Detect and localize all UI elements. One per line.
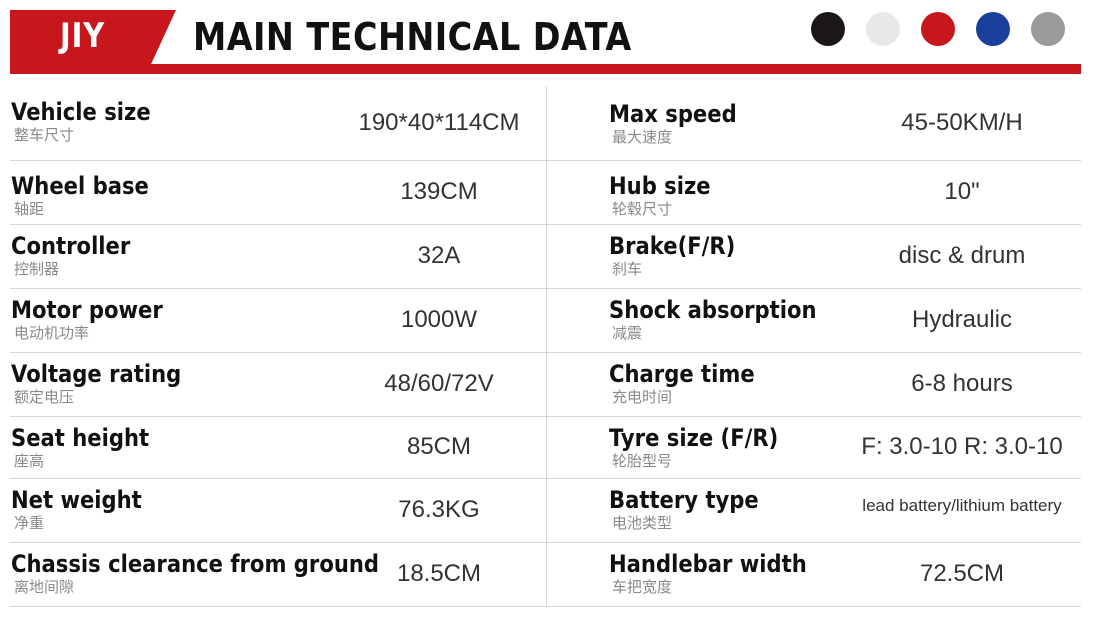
spec-name: Motor power [11,296,163,324]
spec-value: lead battery/lithium battery [862,496,1062,515]
spec-label-left: Net weight 净重 [11,486,160,532]
table-row: Chassis clearance from ground 离地间隙 18.5CM H… [10,542,1081,607]
spec-value: 32A [417,242,461,269]
color-options [811,12,1065,46]
spec-name-chinese: 净重 [14,514,45,532]
spec-name-chinese: 刹车 [612,260,643,278]
color-swatch-red [921,12,955,46]
table-row: Motor power 电动机功率 1000W Shock absorption 减震 H… [10,288,1081,353]
spec-name-chinese: 额定电压 [14,388,75,406]
spec-label-left: Seat height 座高 [11,424,168,470]
spec-name: Tyre size (F/R) [609,424,779,452]
header-divider [10,64,1081,74]
spec-value: 6-8 hours [911,370,1013,397]
spec-value: 18.5CM [396,560,482,587]
spec-name-chinese: 座高 [14,452,45,470]
spec-label-left: Controller 控制器 [11,232,147,278]
spec-label-right: Battery type 电池类型 [609,486,779,532]
spec-label-right: Handlebar width 车把宽度 [609,550,834,596]
color-swatch-black [811,12,845,46]
color-swatch-blue [976,12,1010,46]
spec-name-chinese: 轴距 [14,200,45,218]
spec-name: Battery type [609,486,759,514]
table-row: Seat height 座高 85CM Tyre size (F/R) 轮胎型号 F: 3… [10,416,1081,479]
spec-name: Shock absorption [609,296,817,324]
spec-name-chinese: 电池类型 [612,514,673,532]
table-row: Controller 控制器 32A Brake(F/R) 刹车 disc & drum [10,224,1081,289]
table-row: Vehicle size 整车尺寸 190*40*114CM Max speed 最大速… [10,86,1081,161]
spec-value: 190*40*114CM [358,109,520,136]
page-title: MAIN TECHNICAL DATA [193,15,632,59]
spec-label-left: Vehicle size 整车尺寸 [11,98,170,144]
color-swatch-white [866,12,900,46]
table-row: Voltage rating 额定电压 48/60/72V Charge time 充电… [10,352,1081,417]
spec-label-right: Shock absorption 减震 [609,296,845,342]
spec-label-right: Hub size 轮毂尺寸 [609,172,724,218]
spec-value: Hydraulic [911,306,1013,333]
spec-name: Charge time [609,360,755,388]
spec-name: Vehicle size [11,98,151,126]
spec-value: 85CM [406,433,472,460]
spec-name-chinese: 轮胎型号 [612,452,673,470]
spec-name-chinese: 电动机功率 [14,324,90,342]
table-row: Net weight 净重 76.3KG Battery type 电池类型 lead b… [10,478,1081,543]
spec-name-chinese: 车把宽度 [612,578,673,596]
table-row: Wheel base 轴距 139CM Hub size 轮毂尺寸 10" [10,160,1081,225]
spec-value: 76.3KG [398,496,480,523]
spec-name-chinese: 减震 [612,324,643,342]
spec-name-chinese: 整车尺寸 [14,126,75,144]
spec-label-left: Motor power 电动机功率 [11,296,183,342]
spec-label-left: Wheel base 轴距 [11,172,168,218]
spec-name: Max speed [609,100,737,128]
spec-label-right: Brake(F/R) 刹车 [609,232,753,278]
spec-value: 1000W [400,306,478,333]
spec-name-chinese: 轮毂尺寸 [612,200,673,218]
spec-value: F: 3.0-10 R: 3.0-10 [861,433,1063,460]
spec-name: Brake(F/R) [609,232,736,260]
spec-label-right: Max speed 最大速度 [609,100,754,146]
spec-label-left: Chassis clearance from ground 离地间隙 [11,550,429,596]
spec-name: Hub size [609,172,711,200]
spec-name-chinese: 最大速度 [612,128,673,146]
spec-name: Controller [11,232,131,260]
spec-value: 45-50KM/H [901,109,1023,136]
spec-name: Wheel base [11,172,149,200]
spec-name: Chassis clearance from ground [11,550,380,578]
spec-name-chinese: 控制器 [14,260,60,278]
spec-value: 72.5CM [919,560,1005,587]
spec-value: disc & drum [898,242,1026,269]
spec-name: Handlebar width [609,550,807,578]
spec-name: Voltage rating [11,360,182,388]
brand-logo: JIY [60,16,105,56]
spec-name: Seat height [11,424,150,452]
spec-label-left: Voltage rating 额定电压 [11,360,204,406]
spec-value: 10" [944,178,980,205]
spec-label-right: Tyre size (F/R) 轮胎型号 [609,424,801,470]
spec-value: 139CM [400,178,478,205]
spec-name-chinese: 充电时间 [612,388,673,406]
column-divider [546,86,547,606]
spec-label-right: Charge time 充电时间 [609,360,775,406]
spec-value: 48/60/72V [384,370,494,397]
spec-name: Net weight [11,486,142,514]
spec-name-chinese: 离地间隙 [14,578,75,596]
color-swatch-grey [1031,12,1065,46]
brand-block: JIY [10,10,176,64]
header: JIY MAIN TECHNICAL DATA [10,10,1081,74]
